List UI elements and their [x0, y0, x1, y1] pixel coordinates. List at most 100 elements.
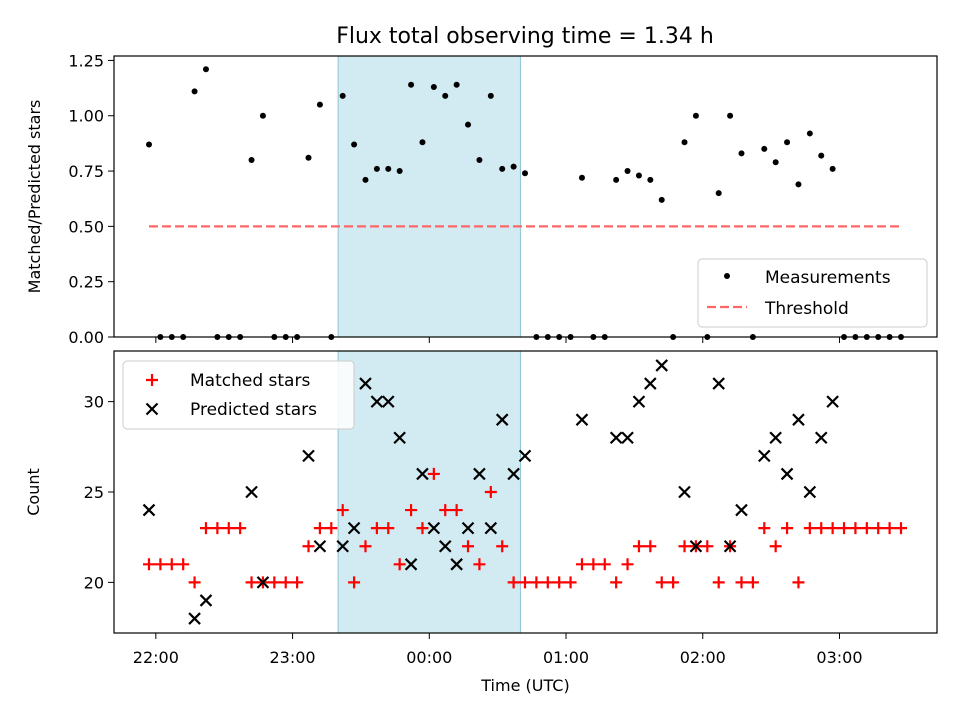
matched-star-point	[598, 558, 611, 571]
matched-star-point	[313, 522, 326, 535]
measurement-point	[510, 163, 517, 170]
matched-star-point	[279, 576, 292, 589]
measurement-point	[373, 165, 380, 172]
measurement-point	[624, 168, 631, 175]
predicted-star-point	[814, 431, 828, 445]
matched-star-point	[439, 504, 452, 517]
predicted-star-point	[347, 521, 361, 535]
chart-title: Flux total observing time = 1.34 h	[336, 24, 714, 49]
matched-star-point	[382, 522, 395, 535]
y-tick-label: 25	[84, 483, 104, 502]
matched-star-point	[803, 522, 816, 535]
measurement-point	[453, 81, 460, 88]
matched-star-point	[359, 540, 372, 553]
y-tick-label: 0.50	[68, 217, 104, 236]
predicted-star-point	[792, 413, 805, 426]
measurement-point	[419, 139, 426, 146]
matched-star-point	[245, 576, 258, 589]
matched-star-point	[883, 522, 896, 535]
matched-star-point	[393, 558, 406, 571]
matched-star-point	[416, 522, 429, 535]
predicted-star-point	[575, 413, 589, 426]
measurement-point	[522, 170, 528, 177]
measurement-point	[761, 145, 768, 152]
matched-star-point	[519, 576, 531, 589]
matched-star-point	[872, 522, 885, 535]
matched-star-point	[826, 522, 839, 535]
predicted-star-point	[518, 449, 532, 463]
matched-star-point	[291, 576, 304, 589]
matched-star-point	[758, 522, 771, 535]
predicted-star-point	[632, 395, 646, 408]
predicted-star-point	[723, 539, 737, 553]
matched-star-point	[143, 558, 155, 571]
top-panel: 0.00 0.25 0.50 0.75 1.00 1.25 Matched/Predicte…	[25, 51, 938, 347]
legend-label: Matched stars	[190, 371, 310, 391]
predicted-star-point	[336, 539, 349, 553]
observing-window-span	[337, 55, 521, 338]
matched-star-point	[462, 540, 475, 553]
legend-label: Threshold	[764, 299, 849, 319]
legend-box	[122, 360, 355, 430]
matched-star-point	[348, 576, 361, 589]
matched-star-point	[325, 522, 338, 535]
axes-frame	[113, 55, 938, 338]
measurement-point	[191, 88, 198, 95]
matched-star-point	[302, 540, 315, 553]
predicted-star-point	[370, 395, 384, 408]
matched-star-point	[165, 558, 178, 571]
predicted-star-point	[416, 467, 429, 481]
measurement-point	[829, 165, 836, 172]
predicted-star-point	[621, 431, 634, 445]
predicted-star-point	[256, 576, 270, 589]
measurement-point	[259, 112, 266, 119]
x-tick-label: 03:00	[816, 648, 862, 667]
matched-star-point	[496, 540, 509, 553]
measurement-point	[635, 172, 642, 179]
matched-star-point	[211, 522, 224, 535]
predicted-star-point	[655, 359, 669, 372]
matched-star-point	[815, 522, 828, 535]
measurement-point	[396, 168, 403, 175]
matched-star-point	[188, 576, 201, 589]
matched-star-point	[678, 540, 691, 553]
y-tick-label: 30	[84, 393, 104, 412]
matched-star-point	[701, 540, 714, 553]
axes-frame	[113, 350, 938, 634]
matched-star-point	[621, 558, 634, 571]
matched-star-point	[587, 558, 600, 571]
measurement-point	[578, 174, 585, 181]
matched-star-point	[530, 576, 543, 589]
matched-star-point	[541, 576, 554, 589]
measurement-point	[692, 112, 699, 119]
matched-star-point	[177, 558, 190, 571]
predicted-star-point	[644, 377, 657, 390]
measurement-point	[465, 121, 472, 128]
predicted-star-point	[803, 485, 817, 499]
x-tick-label: 02:00	[680, 648, 726, 667]
y-tick-label: 1.25	[68, 51, 104, 70]
predicted-star-point	[245, 485, 258, 499]
matched-star-point	[838, 522, 851, 535]
measurement-point	[316, 101, 323, 108]
predicted-star-point	[735, 503, 748, 517]
matched-star-point	[370, 522, 383, 535]
predicted-star-point	[507, 467, 520, 481]
x-tick-label: 01:00	[543, 648, 589, 667]
measurement-point	[408, 81, 415, 88]
x-axis-label: Time (UTC)	[480, 676, 569, 695]
measurement-point	[476, 156, 483, 163]
measurement-point	[613, 176, 620, 183]
y-tick-label: 0.00	[68, 328, 104, 347]
predicted-star-point	[461, 521, 475, 535]
predicted-star-point	[473, 467, 486, 481]
predicted-star-point	[689, 539, 703, 553]
measurement-point	[487, 92, 494, 99]
measurement-point	[647, 176, 654, 183]
matched-star-point	[769, 540, 782, 553]
matched-star-point	[667, 576, 680, 589]
y-tick-label: 0.75	[68, 162, 104, 181]
measurement-point	[305, 154, 312, 161]
predicted-star-point	[393, 431, 406, 445]
measurement-point	[658, 196, 665, 203]
